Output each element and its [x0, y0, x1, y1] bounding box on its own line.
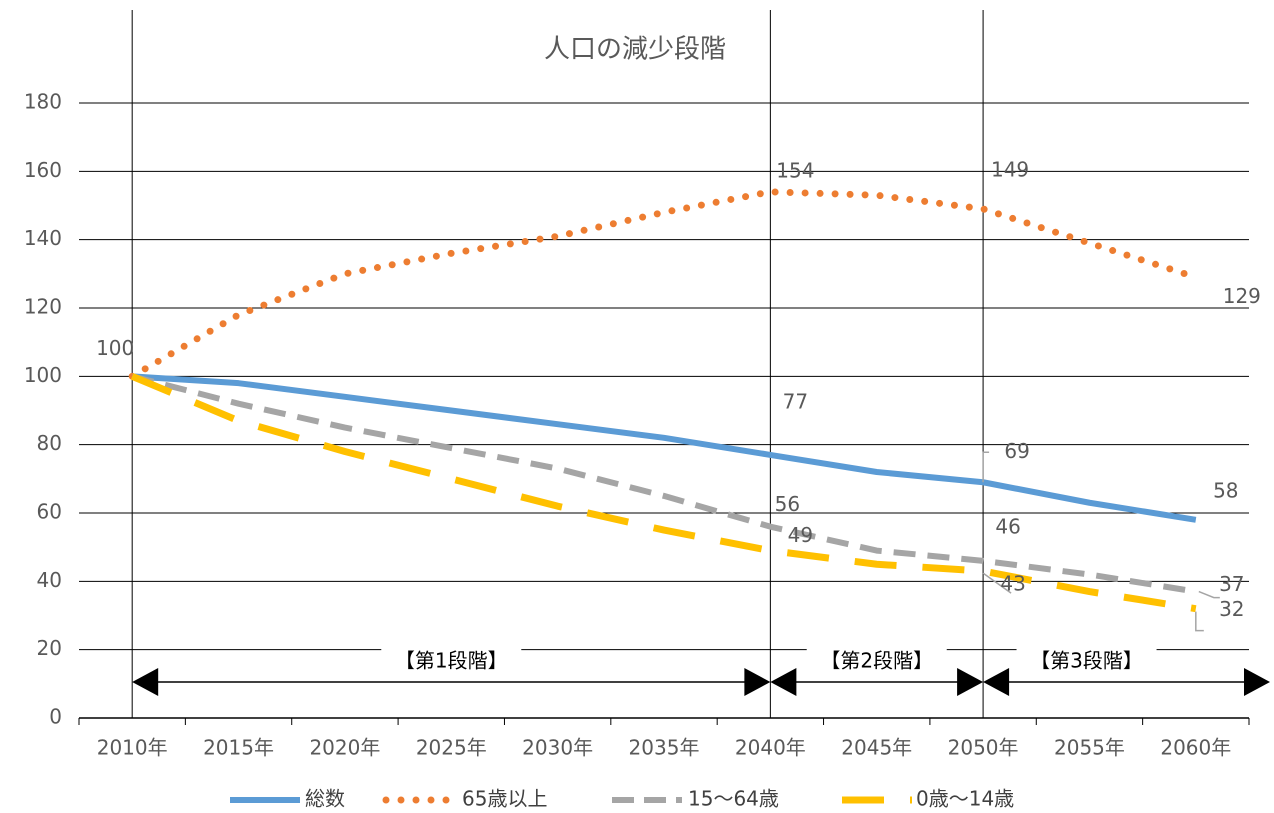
- phase-label: 【第3段階】: [1030, 649, 1143, 673]
- phase-label: 【第1段階】: [395, 649, 508, 673]
- data-label: 149: [991, 157, 1029, 181]
- data-label: 56: [775, 492, 800, 516]
- leader-line: [982, 572, 1012, 594]
- legend-label: 15～64歳: [688, 787, 779, 811]
- leader-line: [1195, 611, 1204, 632]
- series-line: [128, 188, 1200, 380]
- legend-label: 総数: [305, 787, 345, 811]
- y-tick-label: 40: [37, 568, 62, 592]
- legend-label: 65歳以上: [462, 787, 547, 811]
- series-line: [130, 373, 1197, 613]
- y-tick-label: 180: [24, 90, 62, 114]
- x-tick-label: 2010年: [97, 736, 168, 760]
- x-tick-label: 2035年: [629, 736, 700, 760]
- data-label: 49: [788, 523, 813, 547]
- legend-label: 0歳～14歳: [916, 787, 1014, 811]
- leader-line: [1198, 590, 1220, 599]
- data-label: 46: [995, 514, 1020, 538]
- x-tick-label: 2055年: [1054, 736, 1125, 760]
- arrow-head: [132, 668, 159, 696]
- arrow-head: [744, 668, 771, 696]
- data-label: 129: [1223, 284, 1261, 308]
- x-tick-label: 2015年: [203, 736, 274, 760]
- phase-label-bg: [806, 648, 947, 674]
- series-line: [131, 373, 1197, 595]
- y-tick-label: 60: [37, 500, 62, 524]
- series-line: [131, 373, 1197, 523]
- x-tick-label: 2045年: [841, 736, 912, 760]
- chart-title: 人口の減少段階: [544, 35, 726, 65]
- data-label: 37: [1219, 572, 1244, 596]
- x-tick-label: 2025年: [416, 736, 487, 760]
- phase-label-bg: [381, 648, 522, 674]
- phase-label-bg: [1016, 648, 1157, 674]
- x-tick-label: 2050年: [948, 736, 1019, 760]
- x-tick-label: 2020年: [309, 736, 380, 760]
- data-label: 154: [776, 158, 814, 182]
- data-label: 77: [783, 389, 808, 413]
- y-tick-label: 20: [37, 636, 62, 660]
- y-tick-label: 100: [24, 363, 62, 387]
- y-tick-label: 0: [49, 705, 62, 729]
- x-tick-label: 2030年: [522, 736, 593, 760]
- y-tick-label: 80: [37, 431, 62, 455]
- data-label: 32: [1219, 597, 1244, 621]
- y-tick-label: 160: [24, 158, 62, 182]
- x-tick-label: 2040年: [735, 736, 806, 760]
- data-label: 43: [1000, 572, 1025, 596]
- phase-label: 【第2段階】: [820, 649, 933, 673]
- data-label: 69: [1004, 439, 1029, 463]
- leader-line: [982, 451, 990, 483]
- arrow-head: [770, 668, 797, 696]
- arrow-head: [983, 668, 1010, 696]
- x-tick-label: 2060年: [1160, 736, 1231, 760]
- arrow-head: [1244, 668, 1270, 696]
- arrow-head: [957, 668, 984, 696]
- y-tick-label: 140: [24, 226, 62, 250]
- y-tick-label: 120: [24, 295, 62, 319]
- data-label: 100: [96, 336, 134, 360]
- data-label: 58: [1213, 478, 1238, 502]
